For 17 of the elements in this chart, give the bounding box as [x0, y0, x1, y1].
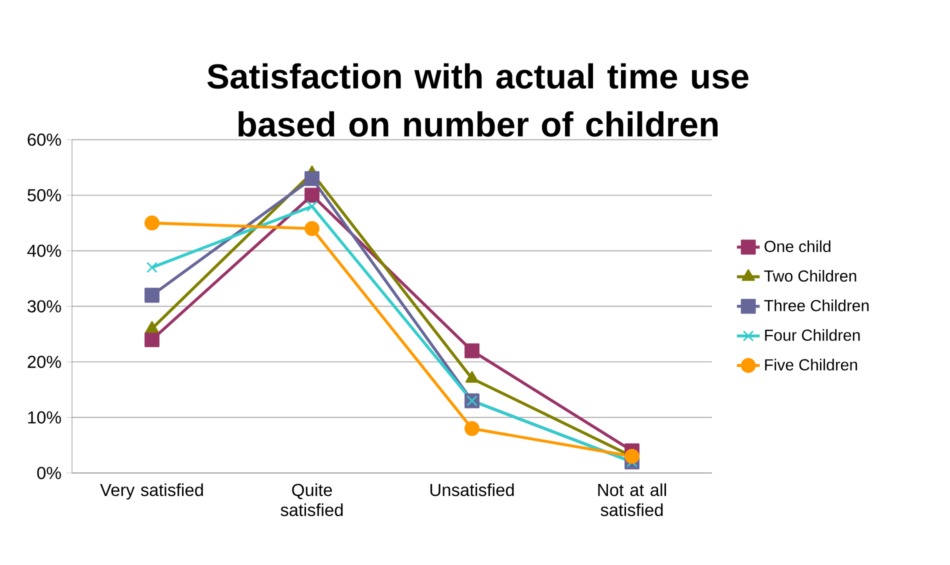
legend-label: Four Children: [765, 329, 860, 341]
x-tick-label: Unsatisfied: [430, 483, 514, 496]
y-tick-label: 60%: [28, 134, 61, 146]
y-tick-label: 0%: [37, 466, 61, 480]
legend-label: Three Children: [764, 300, 869, 312]
x-tick-label: Very satisfied: [100, 483, 203, 500]
legend-label: Five Children: [765, 358, 858, 370]
y-tick-label: 40%: [27, 244, 61, 257]
legend-label: Two Children: [764, 270, 856, 282]
x-tick-label: Quite satisfied: [280, 483, 343, 516]
y-tick-label: 20%: [28, 356, 61, 368]
x-tick-label: Not at all satisfied: [598, 483, 666, 516]
y-tick-label: 50%: [28, 189, 61, 202]
y-tick-label: 10%: [28, 411, 61, 424]
legend-label: One child: [764, 240, 830, 252]
chart-title: Satisfaction with actual time use based on number of children: [207, 63, 748, 137]
y-tick-label: 30%: [28, 300, 61, 312]
